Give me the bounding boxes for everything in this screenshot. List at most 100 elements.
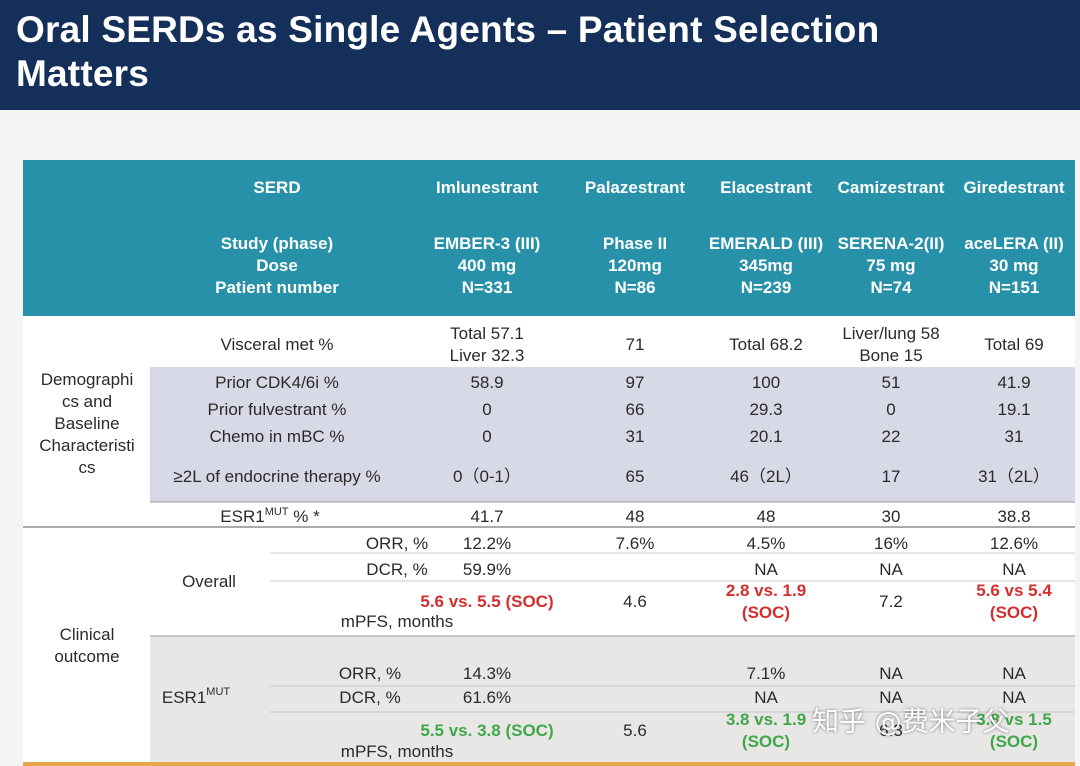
cell-visceral: Total 69: [984, 335, 1044, 354]
group-demographics: Characteristi: [39, 436, 134, 455]
cell-dcr_mut: 61.6%: [463, 688, 511, 707]
cell-visceral: 71: [626, 335, 645, 354]
cell-mpfs_mut: 3.8 vs. 1.9: [726, 710, 806, 729]
cell-orr_all: 16%: [874, 534, 908, 553]
cell-chemo: 31: [1005, 427, 1024, 446]
cell-dcr_all: NA: [754, 560, 778, 579]
header-row-label: Patient number: [215, 278, 339, 297]
row-label-cdk: Prior CDK4/6i %: [215, 373, 339, 392]
cell-dcr_all: NA: [879, 560, 903, 579]
cell-dcr_mut: NA: [754, 688, 778, 707]
cell-orr_mut: 7.1%: [747, 664, 786, 683]
header-row-label: Dose: [256, 256, 298, 275]
drug-name: Giredestrant: [963, 178, 1064, 197]
cell-cdk: 100: [752, 373, 780, 392]
cell-chemo: 20.1: [749, 427, 782, 446]
bottom-accent: [23, 762, 1075, 766]
cell-dcr_mut: NA: [1002, 688, 1026, 707]
drug-n: N=151: [989, 278, 1040, 297]
esr1-band: [150, 636, 1075, 766]
slide-title: Oral SERDs as Single Agents – Patient Se…: [16, 9, 880, 94]
cell-chemo: 31: [626, 427, 645, 446]
cell-endo: 17: [882, 467, 901, 486]
row-label-esr1-sup: MUT: [265, 506, 289, 518]
cell-chemo: 0: [482, 427, 491, 446]
drug-dose: 400 mg: [458, 256, 517, 275]
row-label-visceral: Visceral met %: [220, 335, 333, 354]
drug-dose: 120mg: [608, 256, 662, 275]
cell-fulv: 0: [886, 400, 895, 419]
row-label-esr1-suffix: % *: [289, 507, 321, 526]
row-label-mpfs_all: mPFS, months: [341, 612, 453, 631]
cell-mpfs_all: (SOC): [742, 603, 790, 622]
cell-fulv: 19.1: [997, 400, 1030, 419]
cell-esr1: 38.8: [997, 507, 1030, 526]
group-clinical: outcome: [54, 647, 119, 666]
cell-orr_mut: 14.3%: [463, 664, 511, 683]
drug-n: N=331: [462, 278, 513, 297]
row-label-orr_all: ORR, %: [366, 534, 428, 553]
cell-fulv: 0: [482, 400, 491, 419]
cell-chemo: 22: [882, 427, 901, 446]
cell-visceral: Bone 15: [859, 346, 922, 365]
cell-orr_all: 12.2%: [463, 534, 511, 553]
row-label-mpfs_mut: mPFS, months: [341, 742, 453, 761]
cell-mpfs_mut: 5.5 vs. 3.8 (SOC): [420, 721, 553, 740]
cell-cdk: 41.9: [997, 373, 1030, 392]
row-label-orr_mut: ORR, %: [339, 664, 401, 683]
cell-orr_mut: NA: [879, 664, 903, 683]
cell-mpfs_all: 5.6 vs. 5.5 (SOC): [420, 592, 553, 611]
cell-orr_all: 12.6%: [990, 534, 1038, 553]
cell-esr1: 48: [626, 507, 645, 526]
drug-study: EMBER-3 (III): [434, 234, 541, 253]
cell-fulv: 29.3: [749, 400, 782, 419]
group-demographics: Baseline: [54, 414, 119, 433]
cell-visceral: Total 57.1: [450, 324, 524, 343]
cell-esr1: 30: [882, 507, 901, 526]
drug-n: N=86: [614, 278, 655, 297]
drug-dose: 30 mg: [989, 256, 1038, 275]
cell-endo: 31（2L）: [978, 467, 1050, 486]
row-label-dcr_mut: DCR, %: [339, 688, 400, 707]
drug-study: Phase II: [603, 234, 667, 253]
cell-cdk: 51: [882, 373, 901, 392]
cell-mpfs_all: 5.6 vs 5.4: [976, 581, 1052, 600]
cell-orr_mut: NA: [1002, 664, 1026, 683]
header-row-label: Study (phase): [221, 234, 333, 253]
group-demographics: cs and: [62, 392, 112, 411]
drug-name: Palazestrant: [585, 178, 685, 197]
cell-visceral: Total 68.2: [729, 335, 803, 354]
group-clinical: Clinical: [60, 625, 115, 644]
cell-endo: 0（0-1）: [453, 467, 521, 486]
cell-dcr_all: 59.9%: [463, 560, 511, 579]
cell-orr_all: 4.5%: [747, 534, 786, 553]
cell-mpfs_all: 2.8 vs. 1.9: [726, 581, 806, 600]
subgroup-esr1-sup: MUT: [206, 686, 230, 698]
cell-mpfs_mut: 5.6: [623, 721, 647, 740]
drug-study: aceLERA (II): [964, 234, 1064, 253]
drug-study: SERENA-2(II): [838, 234, 945, 253]
title-bar: Oral SERDs as Single Agents – Patient Se…: [0, 0, 1080, 110]
cell-mpfs_all: (SOC): [990, 603, 1038, 622]
drug-n: N=74: [870, 278, 912, 297]
drug-name: Elacestrant: [720, 178, 812, 197]
drug-n: N=239: [741, 278, 792, 297]
cell-esr1: 48: [757, 507, 776, 526]
cell-visceral: Liver 32.3: [450, 346, 525, 365]
subgroup-overall: Overall: [182, 572, 236, 591]
group-demographics: Demographi: [41, 370, 134, 389]
row-label-endo: ≥2L of endocrine therapy %: [173, 467, 380, 486]
cell-orr_all: 7.6%: [616, 534, 655, 553]
row-label-esr1: ESR1MUT % *: [220, 506, 320, 526]
cell-dcr_mut: NA: [879, 688, 903, 707]
cell-visceral: Liver/lung 58: [842, 324, 939, 343]
cell-fulv: 66: [626, 400, 645, 419]
drug-study: EMERALD (III): [709, 234, 823, 253]
cell-mpfs_mut: 3.8 vs 1.5: [976, 710, 1052, 729]
drug-dose: 75 mg: [866, 256, 915, 275]
cell-endo: 65: [626, 467, 645, 486]
cell-mpfs_mut: (SOC): [742, 732, 790, 751]
row-label-fulv: Prior fulvestrant %: [208, 400, 347, 419]
cell-mpfs_all: 4.6: [623, 592, 647, 611]
